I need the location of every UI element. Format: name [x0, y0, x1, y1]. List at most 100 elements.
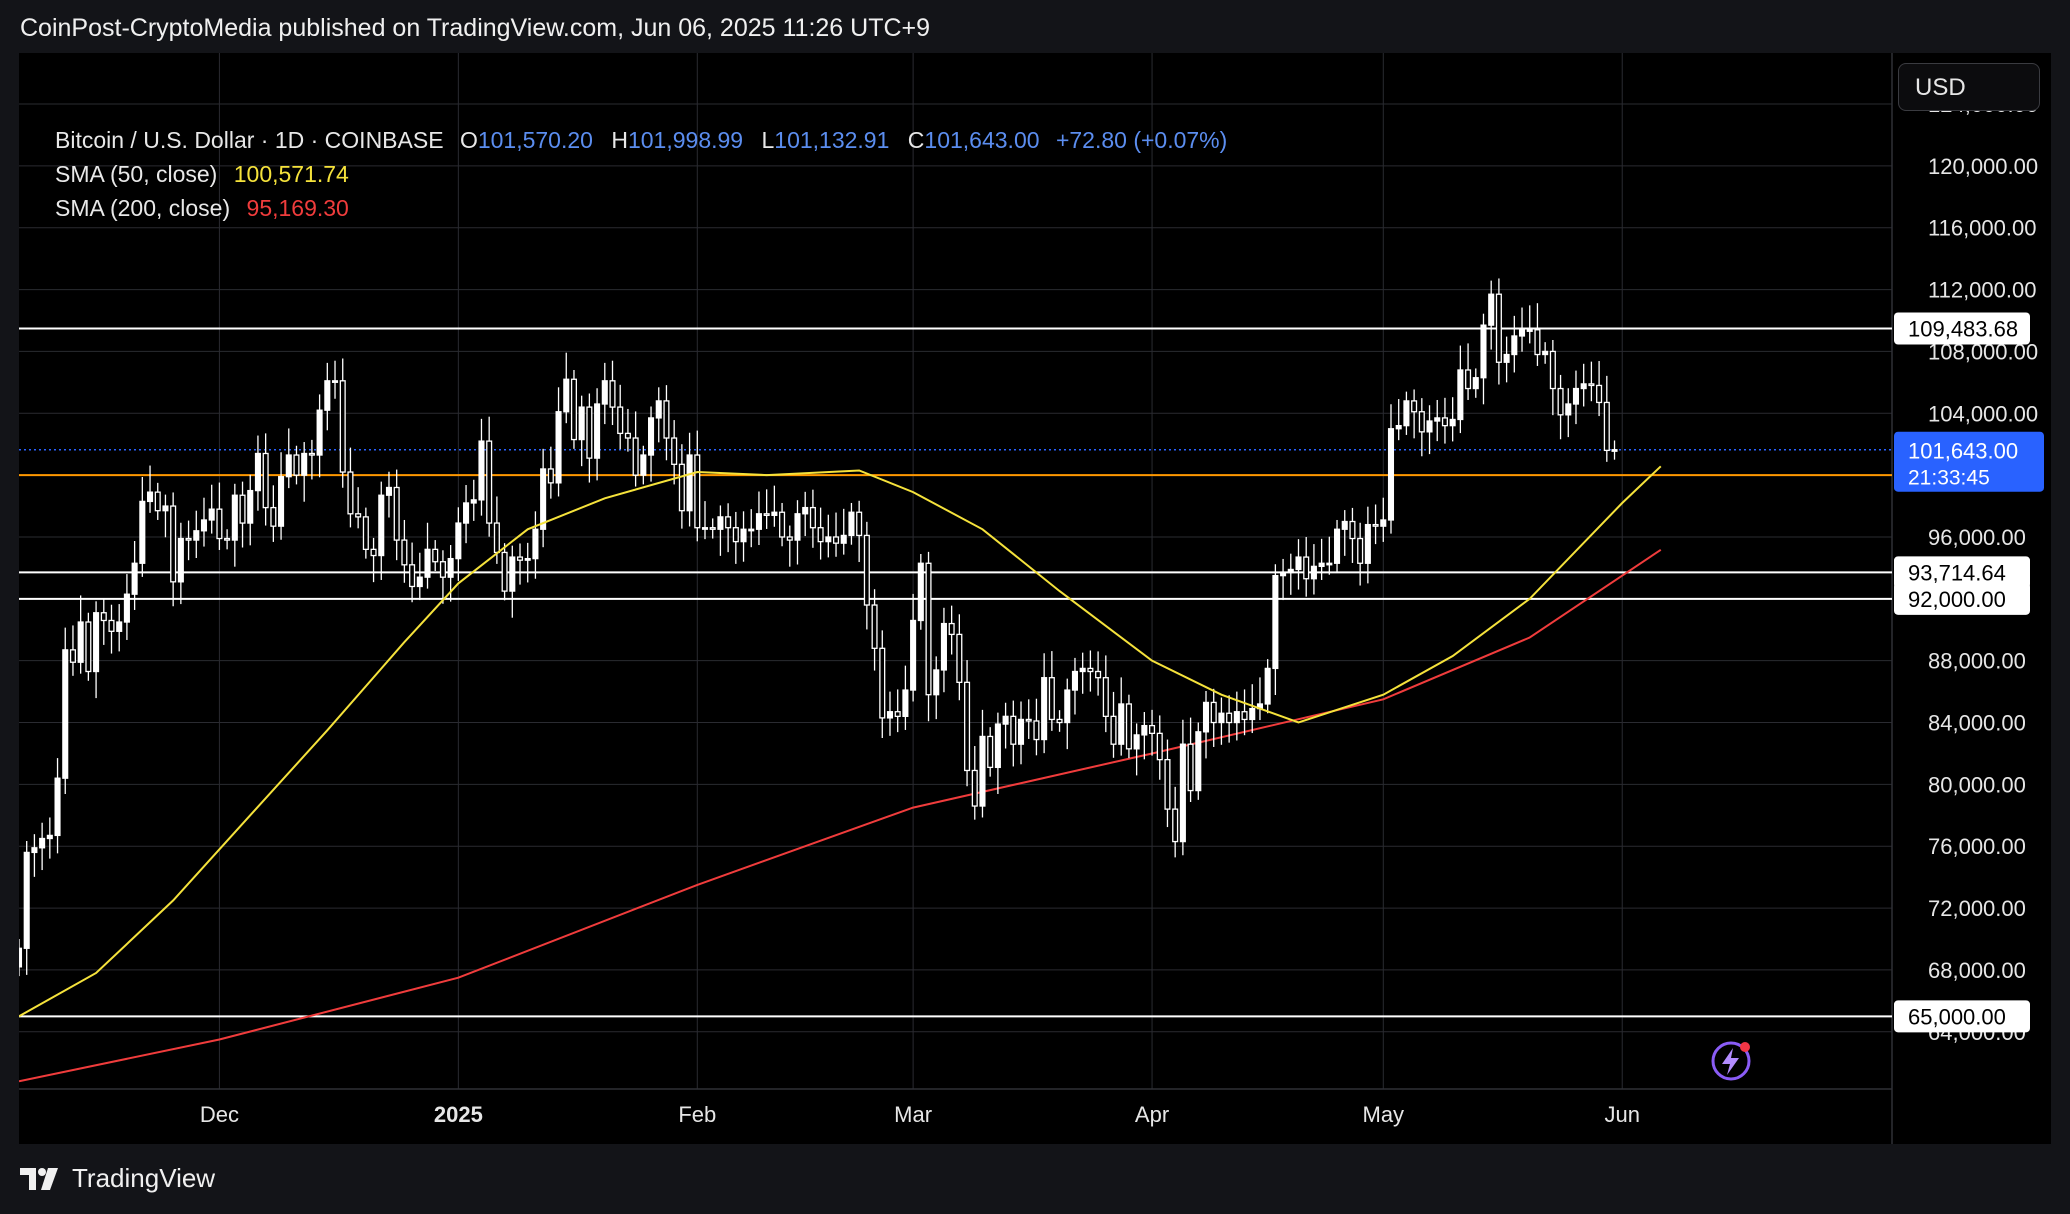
candle-body-up	[1403, 400, 1410, 427]
candle-body-down	[809, 506, 816, 529]
candle-body-up	[655, 400, 662, 419]
candle-body-up	[1133, 734, 1140, 750]
price-tick-label: 68,000.00	[1928, 958, 2026, 983]
candle-body-down	[987, 735, 994, 769]
candle-body-down	[85, 621, 92, 673]
candle-body-down	[1095, 670, 1102, 679]
candle	[139, 476, 146, 577]
candle-body-down	[1172, 808, 1179, 843]
candle-body-down	[100, 612, 107, 622]
candle	[1110, 691, 1117, 758]
chart-legend: Bitcoin / U.S. Dollar · 1D · COINBASE O1…	[55, 123, 1227, 225]
candle	[1395, 399, 1402, 441]
sma-50-line	[19, 465, 1662, 1018]
candle	[370, 537, 377, 583]
open-value: 101,570.20	[477, 127, 593, 153]
candle	[385, 471, 393, 518]
candle-body-up	[848, 511, 855, 537]
candle-body-up	[1318, 562, 1325, 568]
candle	[470, 479, 477, 521]
currency-button[interactable]: USD	[1898, 63, 2040, 111]
candle-body-up	[1542, 350, 1549, 356]
close-value: 101,643.00	[924, 127, 1040, 153]
open-label: O	[459, 127, 478, 153]
candle	[1064, 678, 1071, 750]
candle-body-up	[123, 593, 130, 623]
candle-body-down	[185, 537, 192, 541]
candle	[1210, 688, 1217, 747]
candle	[85, 612, 92, 681]
candle	[285, 428, 292, 489]
price-axis[interactable]: 64,000.0068,000.0072,000.0076,000.0080,0…	[1894, 92, 2044, 1045]
chart-panel[interactable]: 64,000.0068,000.0072,000.0076,000.0080,0…	[19, 53, 2051, 1144]
candle-body-down	[308, 452, 315, 456]
candle-body-up	[416, 576, 423, 588]
candle	[1048, 651, 1055, 731]
candle	[486, 416, 493, 537]
candle-body-up	[825, 536, 832, 543]
candle-body-down	[239, 494, 246, 524]
candle	[239, 481, 246, 548]
flash-alert-icon[interactable]	[1709, 1039, 1753, 1083]
candle-body-up	[1249, 707, 1256, 721]
candle-body-up	[555, 411, 562, 484]
high-label: H	[611, 127, 628, 153]
symbol-title[interactable]: Bitcoin / U.S. Dollar · 1D · COINBASE	[55, 127, 444, 153]
candle-body-down	[779, 511, 786, 538]
candle-body-up	[378, 494, 385, 557]
sma-200-path	[19, 548, 1662, 1083]
candle-body-up	[463, 502, 470, 524]
candle	[694, 430, 701, 542]
candle	[1087, 650, 1094, 692]
candle-body-down	[671, 437, 678, 465]
candle-body-up	[1364, 523, 1371, 564]
tradingview-logo[interactable]: TradingView	[20, 1163, 215, 1194]
candle-body-down	[1418, 411, 1425, 433]
candle-body-down	[1087, 667, 1094, 673]
candle-body-down	[694, 454, 701, 529]
level-price-tag: 92,000.00	[1894, 582, 2030, 615]
candle	[19, 939, 23, 977]
ohlc-row: Bitcoin / U.S. Dollar · 1D · COINBASE O1…	[55, 123, 1227, 157]
candle-body-up	[385, 486, 393, 496]
sma200-label[interactable]: SMA (200, close)	[55, 195, 231, 221]
candle	[216, 482, 223, 550]
level-tag-bg	[1894, 582, 2030, 615]
candle	[146, 465, 154, 513]
candle-body-up	[1434, 417, 1441, 422]
footer-bar	[0, 1144, 2070, 1214]
candle	[185, 520, 192, 561]
sma50-label[interactable]: SMA (50, close)	[55, 161, 218, 187]
candles	[19, 278, 1618, 977]
candle	[1518, 307, 1526, 352]
candle	[1457, 345, 1464, 434]
candle-body-up	[1064, 689, 1071, 724]
candle	[678, 444, 685, 529]
candle-body-down	[362, 516, 369, 551]
candle	[1418, 398, 1425, 457]
level-tag-bg	[1894, 556, 2030, 589]
candle	[1596, 361, 1603, 417]
candle	[69, 625, 76, 676]
candle-body-up	[740, 528, 747, 543]
candle	[224, 529, 231, 550]
tradingview-logo-icon	[20, 1167, 58, 1190]
time-axis[interactable]: Dec 2025 Feb Mar Apr May Jun	[200, 1102, 1640, 1127]
price-tick-label: 84,000.00	[1928, 711, 2026, 736]
candle-body-down	[1495, 293, 1502, 363]
candle	[1025, 699, 1032, 739]
candle-body-up	[1141, 724, 1148, 736]
candle	[347, 447, 354, 528]
candle	[1426, 405, 1433, 455]
candle-body-down	[1210, 701, 1217, 724]
candle-body-down	[1349, 520, 1356, 540]
candle	[1280, 558, 1287, 601]
candle	[617, 384, 624, 450]
candle	[1264, 659, 1271, 714]
candle	[116, 604, 123, 652]
candle	[725, 503, 732, 553]
candle	[886, 691, 894, 736]
price-chart[interactable]: 64,000.0068,000.0072,000.0076,000.0080,0…	[19, 53, 2051, 1144]
close-label: C	[907, 127, 925, 153]
candle	[254, 435, 261, 511]
